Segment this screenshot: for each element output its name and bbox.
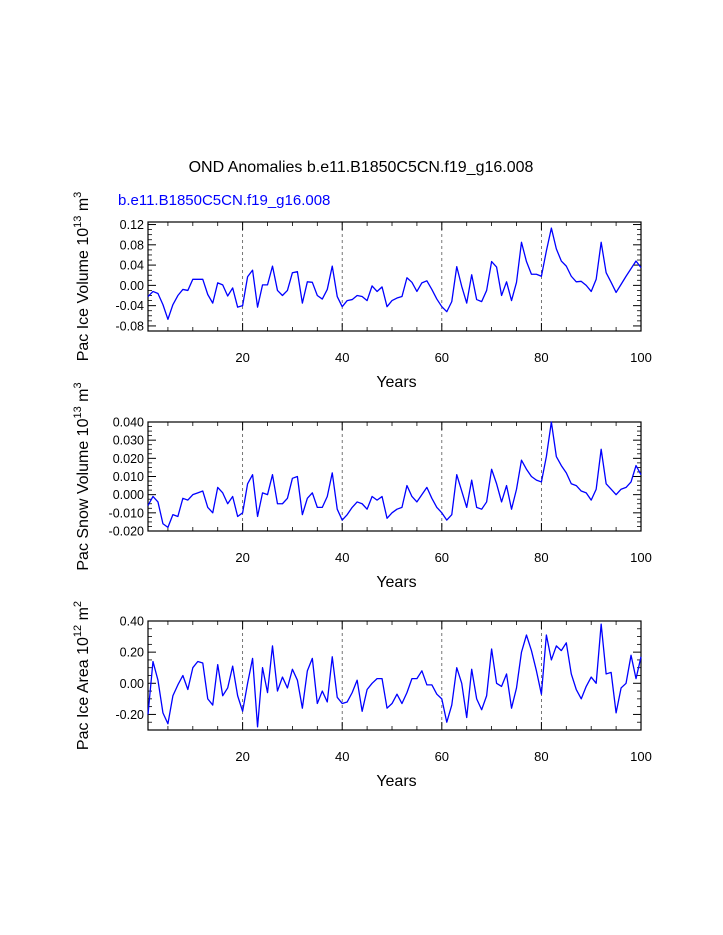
x-axis-label: Years <box>376 374 416 391</box>
plot-frame <box>147 221 642 332</box>
y-axis-label-part: 13 <box>72 216 84 228</box>
y-axis-label: Pac Snow Volume 1013 m3 <box>72 382 92 570</box>
chart-panels: 20 40 60 80 100 -0.08 -0.04 0.00 0.04 0.08 0.12 Yea… <box>72 192 652 790</box>
y-tick-label: 0.00 <box>120 677 144 691</box>
x-axis-label: Years <box>376 773 416 790</box>
y-tick-label: 0.030 <box>113 434 144 448</box>
plot-frame <box>147 421 642 532</box>
y-tick-label: -0.20 <box>116 708 145 722</box>
y-tick-label: 0.12 <box>120 218 144 232</box>
y-axis-label: Pac Ice Area 1012 m2 <box>72 601 92 750</box>
series-line <box>147 623 642 728</box>
y-axis-label: Pac Ice Volume 1013 m3 <box>72 192 92 362</box>
x-tick-label: 40 <box>335 749 349 764</box>
y-tick-label: -0.010 <box>109 506 144 520</box>
y-axis-label-part: 3 <box>72 382 84 388</box>
y-tick-label: 0.40 <box>120 615 144 629</box>
y-tick-label: 0.040 <box>113 416 144 430</box>
y-tick-label: 0.000 <box>113 488 144 502</box>
x-tick-label: 60 <box>435 749 449 764</box>
y-tick-label: 0.20 <box>120 646 144 660</box>
y-axis-label-part: 2 <box>72 601 84 607</box>
series-line <box>147 421 642 529</box>
x-tick-label: 60 <box>435 550 449 565</box>
x-tick-label: 20 <box>235 550 249 565</box>
y-axis-label-part: 12 <box>72 625 84 637</box>
x-tick-label: 100 <box>630 350 652 365</box>
chart-panel-2: 20 40 60 80 100 -0.020 -0.010 0.000 0.010 0.020 0.… <box>72 382 652 591</box>
x-tick-label: 60 <box>435 350 449 365</box>
chart-panel-1: 20 40 60 80 100 -0.08 -0.04 0.00 0.04 0.08 0.12 Yea… <box>72 192 652 391</box>
chart-panel-3: 20 40 60 80 100 -0.20 0.00 0.20 0.40 Years Pac Ice… <box>72 601 652 790</box>
y-axis-label-part: m <box>75 389 92 407</box>
y-tick-label: -0.020 <box>109 525 144 539</box>
x-tick-label: 100 <box>630 749 652 764</box>
x-tick-label: 80 <box>534 749 548 764</box>
y-axis-label-part: Pac Snow Volume 10 <box>75 418 92 570</box>
x-tick-label: 80 <box>534 550 548 565</box>
plot-frame <box>147 620 642 731</box>
y-tick-label: -0.08 <box>116 319 145 333</box>
y-axis-label-part: 13 <box>72 406 84 418</box>
y-tick-label: 0.04 <box>120 259 144 273</box>
y-tick-label: 0.00 <box>120 279 144 293</box>
x-tick-label: 20 <box>235 749 249 764</box>
y-axis-label-part: m <box>75 607 92 625</box>
x-tick-label: 20 <box>235 350 249 365</box>
y-axis-label-part: Pac Ice Area 10 <box>75 637 92 750</box>
y-tick-label: -0.04 <box>116 299 145 313</box>
x-tick-label: 80 <box>534 350 548 365</box>
y-axis-label-part: Pac Ice Volume 10 <box>75 228 92 362</box>
y-tick-label: 0.08 <box>120 238 144 252</box>
y-tick-label: 0.020 <box>113 452 144 466</box>
figure-title: OND Anomalies b.e11.B1850C5CN.f19_g16.00… <box>189 159 534 176</box>
series-line <box>147 227 642 320</box>
y-tick-label: 0.010 <box>113 470 144 484</box>
y-axis-label-part: m <box>75 198 92 216</box>
figure-subtitle: b.e11.B1850C5CN.f19_g16.008 <box>118 192 330 209</box>
x-axis-label: Years <box>376 574 416 591</box>
x-tick-label: 100 <box>630 550 652 565</box>
y-axis-label-part: 3 <box>72 192 84 198</box>
x-tick-label: 40 <box>335 550 349 565</box>
x-tick-label: 40 <box>335 350 349 365</box>
